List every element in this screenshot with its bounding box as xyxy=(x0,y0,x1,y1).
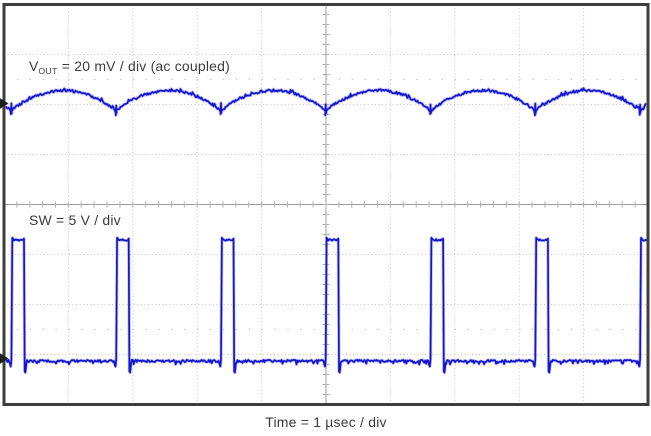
vout-trace xyxy=(5,87,647,117)
vout-trace-group xyxy=(5,86,647,118)
ch2-ref-arrow xyxy=(0,353,9,364)
ch1-label-rest: = 20 mV / div (ac coupled) xyxy=(57,58,231,74)
ch1-ref-arrow xyxy=(0,98,9,109)
ch1-label: VOUT = 20 mV / div (ac coupled) xyxy=(29,58,230,76)
sw-trace-group xyxy=(5,236,647,375)
sw-trace xyxy=(5,236,647,374)
plot-border xyxy=(2,3,650,406)
ch2-label: SW = 5 V / div xyxy=(29,212,121,228)
ch1-label-subscript: OUT xyxy=(38,66,58,76)
ch1-label-prefix: V xyxy=(29,58,39,74)
time-axis-label: Time = 1 µsec / div xyxy=(265,414,387,430)
